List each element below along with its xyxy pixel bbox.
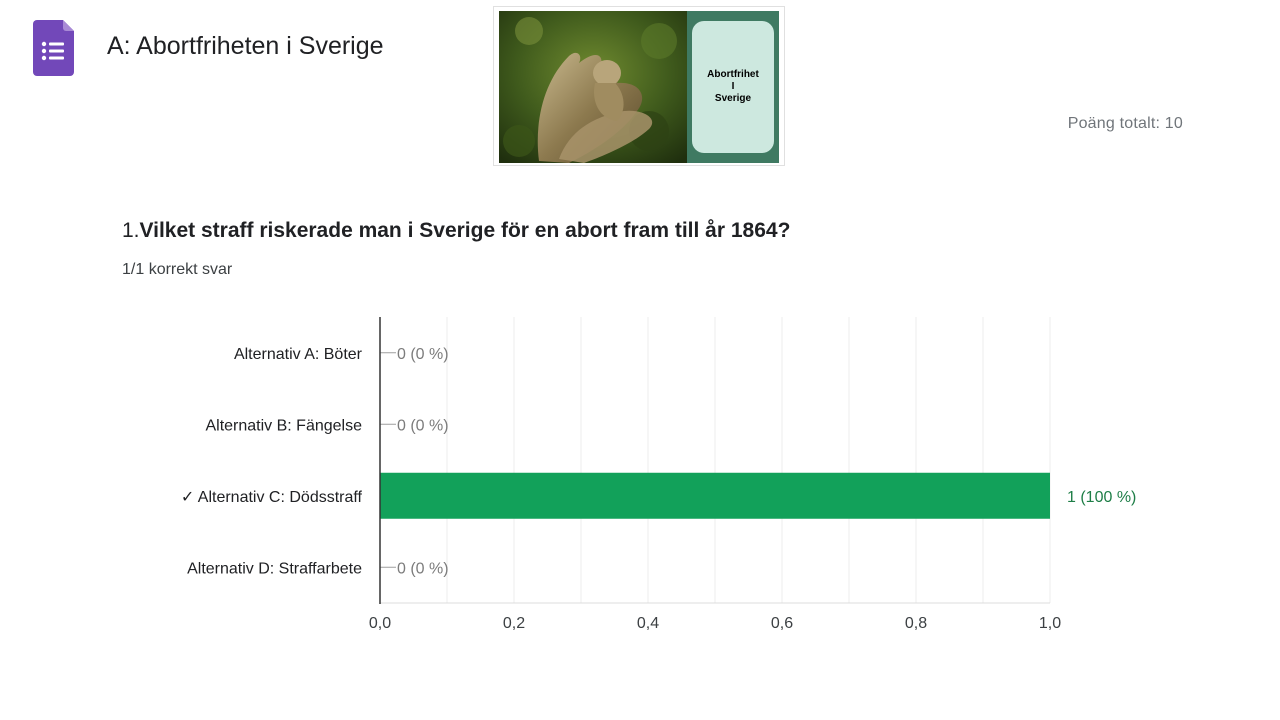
title-panel: Abortfrihet I Sverige xyxy=(687,11,779,163)
question-text: Vilket straff riskerade man i Sverige fö… xyxy=(139,219,791,242)
question-number: 1. xyxy=(122,219,140,242)
category-label: ✓ Alternativ C: Dödsstraff xyxy=(181,489,363,506)
correct-count: 1/1 korrekt svar xyxy=(122,261,233,278)
x-tick-label: 0,0 xyxy=(369,615,391,632)
data-label: 0 (0 %) xyxy=(397,417,449,434)
title-card-text: Abortfrihet I Sverige xyxy=(707,69,759,104)
data-label: 0 (0 %) xyxy=(397,346,449,363)
x-tick-label: 1,0 xyxy=(1039,615,1061,632)
data-label: 1 (100 %) xyxy=(1067,489,1136,506)
statue-photo xyxy=(499,11,687,163)
title-card: Abortfrihet I Sverige xyxy=(692,21,774,153)
question-heading: 1.Vilket straff riskerade man i Sverige … xyxy=(122,219,790,243)
x-tick-label: 0,4 xyxy=(637,615,659,632)
category-label: Alternativ A: Böter xyxy=(234,346,363,363)
bar xyxy=(380,472,1050,519)
data-label: 0 (0 %) xyxy=(397,560,449,577)
total-points: Poäng totalt: 10 xyxy=(1067,115,1183,132)
form-title: A: Abortfriheten i Sverige xyxy=(107,32,384,60)
x-tick-label: 0,8 xyxy=(905,615,927,632)
x-tick-label: 0,6 xyxy=(771,615,793,632)
header-image: Abortfrihet I Sverige xyxy=(493,6,785,166)
x-tick-label: 0,2 xyxy=(503,615,525,632)
category-label: Alternativ B: Fängelse xyxy=(205,417,362,434)
google-forms-icon[interactable] xyxy=(33,20,74,76)
category-label: Alternativ D: Straffarbete xyxy=(187,560,362,577)
